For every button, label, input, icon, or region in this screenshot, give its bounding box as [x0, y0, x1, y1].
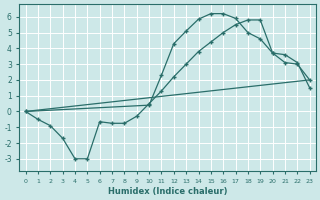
- X-axis label: Humidex (Indice chaleur): Humidex (Indice chaleur): [108, 187, 228, 196]
